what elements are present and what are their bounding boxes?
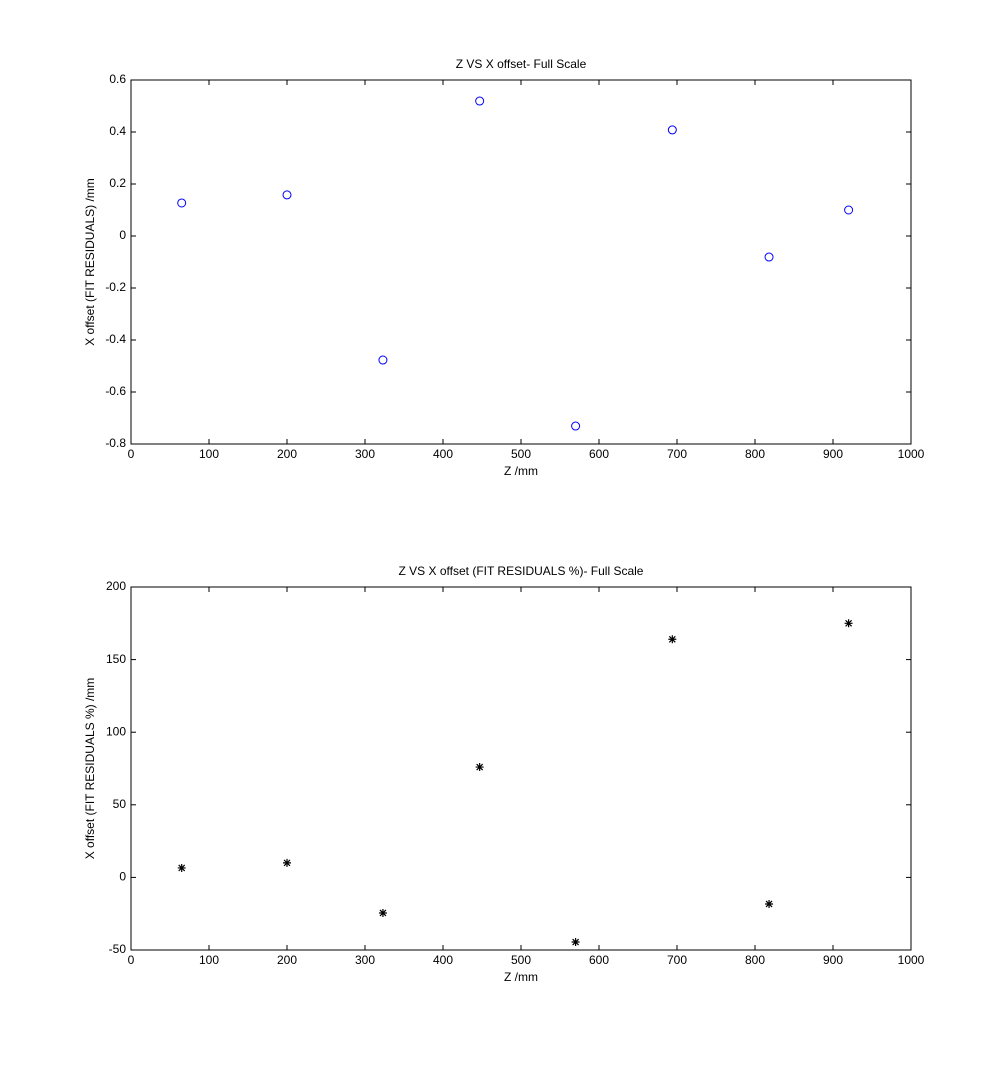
chart: Z VS X offset- Full Scale Z /mm X offset (… — [83, 57, 924, 478]
x-tick-label: 700 — [667, 447, 687, 461]
y-tick-label: 100 — [106, 724, 126, 738]
y-tick-label: 0 — [119, 870, 126, 884]
point — [378, 355, 388, 365]
x-tick-label: 600 — [589, 953, 609, 967]
point — [283, 858, 291, 867]
y-tick-label: 0 — [119, 228, 126, 242]
y-tick-label: -0.2 — [105, 280, 126, 294]
x-tick-label: 800 — [745, 953, 765, 967]
x-tick-label: 400 — [433, 953, 453, 967]
x-tick-label: 0 — [128, 953, 135, 967]
plot-area — [130, 79, 912, 445]
x-tick-label: 1000 — [898, 447, 925, 461]
point — [177, 198, 187, 208]
y-tick-label: -0.4 — [105, 332, 126, 346]
point — [764, 252, 774, 262]
point — [475, 96, 485, 106]
x-tick-label: 500 — [511, 953, 531, 967]
y-tick-label: -50 — [109, 942, 127, 956]
x-tick-label: 300 — [355, 447, 375, 461]
point — [177, 863, 186, 872]
plot-area — [130, 586, 912, 951]
x-tick-label: 200 — [277, 447, 297, 461]
y-axis-label: X offset (FIT RESIDUALS %) /mm — [83, 678, 97, 860]
x-tick-label: 0 — [128, 447, 135, 461]
x-tick-label: 100 — [199, 953, 219, 967]
point — [844, 619, 853, 628]
point — [378, 908, 387, 917]
chart-title: Z VS X offset (FIT RESIDUALS %)- Full Sc… — [399, 564, 644, 578]
chart: Z VS X offset (FIT RESIDUALS %)- Full Sc… — [83, 564, 924, 984]
point — [844, 205, 854, 215]
y-tick-label: 0.4 — [109, 124, 126, 138]
y-tick-label: 50 — [113, 797, 127, 811]
point — [765, 899, 774, 908]
y-axis-label: X offset (FIT RESIDUALS) /mm — [83, 178, 97, 346]
x-axis-label: Z /mm — [504, 970, 538, 984]
x-tick-label: 300 — [355, 953, 375, 967]
y-tick-label: 200 — [106, 579, 126, 593]
x-tick-label: 200 — [277, 953, 297, 967]
point — [667, 125, 677, 135]
y-tick-label: 0.6 — [109, 72, 126, 86]
point — [475, 763, 484, 772]
x-tick-label: 400 — [433, 447, 453, 461]
x-tick-label: 800 — [745, 447, 765, 461]
point — [668, 635, 677, 644]
x-tick-label: 500 — [511, 447, 531, 461]
y-tick-label: 0.2 — [109, 176, 126, 190]
x-tick-label: 700 — [667, 953, 687, 967]
point — [571, 938, 580, 947]
x-tick-label: 600 — [589, 447, 609, 461]
point — [571, 421, 581, 431]
x-axis-label: Z /mm — [504, 464, 538, 478]
x-tick-label: 900 — [823, 447, 843, 461]
x-tick-label: 900 — [823, 953, 843, 967]
point — [282, 190, 292, 200]
chart-title: Z VS X offset- Full Scale — [456, 57, 587, 71]
y-tick-label: -0.8 — [105, 436, 126, 450]
y-tick-label: 150 — [106, 652, 126, 666]
x-tick-label: 100 — [199, 447, 219, 461]
x-tick-label: 1000 — [898, 953, 925, 967]
y-tick-label: -0.6 — [105, 384, 126, 398]
